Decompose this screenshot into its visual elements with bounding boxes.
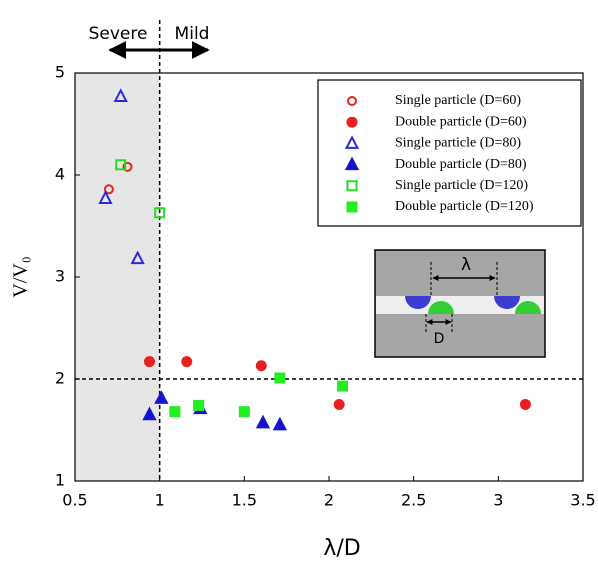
shaded-region	[75, 73, 160, 481]
x-tick-label: 2.5	[401, 491, 426, 510]
legend-label: Double particle (D=60)	[395, 114, 527, 129]
legend-marker	[346, 116, 358, 128]
point	[113, 88, 128, 102]
inset-label: D	[434, 331, 445, 347]
inset	[374, 249, 546, 358]
legend-label: Single particle (D=120)	[395, 178, 528, 193]
point	[130, 250, 145, 265]
point	[337, 380, 349, 392]
point	[122, 161, 133, 172]
legend-label: Double particle (D=120)	[395, 199, 534, 214]
point	[98, 190, 113, 204]
y-tick-label: 1	[55, 471, 65, 490]
point	[255, 414, 271, 429]
legend	[317, 79, 582, 227]
point	[274, 372, 286, 384]
point	[193, 400, 205, 412]
point	[272, 416, 288, 431]
x-tick-label: 0.5	[62, 491, 87, 510]
x-tick-label: 1.5	[232, 491, 257, 510]
legend-label: Single particle (D=80)	[395, 136, 521, 151]
legend-marker	[344, 156, 360, 171]
point	[333, 399, 345, 410]
annotation: Severe	[89, 24, 148, 44]
point	[255, 360, 267, 372]
x-tick-label: 3.5	[570, 491, 595, 510]
point	[144, 356, 156, 368]
point	[238, 406, 250, 418]
legend-marker	[346, 201, 358, 213]
x-tick-label: 2	[324, 491, 334, 510]
legend-marker	[344, 135, 360, 149]
x-tick-label: 3	[493, 491, 503, 510]
legend-marker	[346, 180, 358, 192]
y-tick-label: 2	[55, 369, 65, 388]
y-tick-label: 5	[55, 63, 65, 82]
inset-label: λ	[461, 255, 471, 275]
point	[154, 207, 166, 219]
point	[169, 406, 181, 418]
y-tick-label: 3	[55, 267, 65, 286]
point	[115, 159, 127, 171]
point	[181, 356, 193, 368]
legend-marker	[347, 96, 357, 106]
y-tick-label: 4	[55, 165, 65, 184]
x-axis-label: λ/D	[323, 536, 360, 561]
y-axis-label: V/V₀	[10, 256, 32, 297]
point	[519, 399, 531, 410]
point	[103, 184, 114, 195]
legend-label: Double particle (D=80)	[395, 157, 527, 172]
point	[154, 390, 169, 404]
legend-label: Single particle (D=60)	[395, 93, 521, 108]
annotation: Mild	[175, 24, 210, 44]
point	[142, 406, 157, 421]
x-tick-label: 1	[155, 491, 165, 510]
